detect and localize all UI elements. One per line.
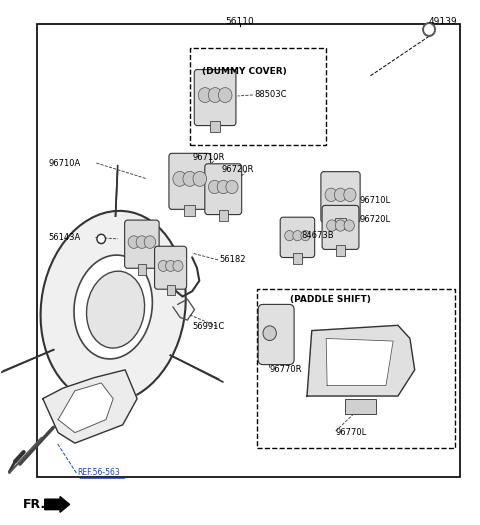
FancyArrow shape (45, 497, 70, 512)
Circle shape (128, 236, 140, 248)
Circle shape (344, 188, 356, 202)
Bar (336, 218, 346, 229)
Circle shape (335, 188, 347, 202)
Bar (36, 24, 460, 477)
Circle shape (98, 236, 104, 242)
Circle shape (198, 88, 212, 102)
Circle shape (208, 180, 221, 194)
Text: 96710L: 96710L (360, 196, 391, 205)
FancyBboxPatch shape (258, 304, 294, 364)
Polygon shape (326, 339, 393, 385)
FancyBboxPatch shape (205, 164, 241, 215)
Circle shape (158, 260, 168, 271)
Text: 56143A: 56143A (48, 233, 81, 242)
Text: 96770R: 96770R (270, 365, 302, 374)
Circle shape (136, 236, 148, 248)
Circle shape (193, 171, 206, 186)
Circle shape (263, 326, 276, 341)
Text: FR.: FR. (23, 498, 46, 511)
Bar (167, 285, 175, 296)
Circle shape (326, 220, 337, 231)
Bar (257, 289, 456, 448)
Circle shape (423, 23, 435, 36)
Circle shape (285, 230, 294, 241)
Bar (210, 121, 220, 132)
Circle shape (293, 230, 302, 241)
FancyBboxPatch shape (125, 220, 159, 268)
Ellipse shape (74, 255, 152, 359)
Text: 96720L: 96720L (360, 215, 391, 224)
Circle shape (325, 188, 337, 202)
Circle shape (208, 88, 222, 102)
Bar (336, 245, 345, 256)
FancyBboxPatch shape (280, 217, 315, 258)
FancyBboxPatch shape (322, 205, 359, 249)
Polygon shape (307, 326, 415, 396)
Text: 88503C: 88503C (254, 90, 287, 99)
Circle shape (425, 25, 433, 34)
Bar (293, 254, 302, 264)
FancyBboxPatch shape (321, 172, 360, 223)
Circle shape (336, 220, 346, 231)
Circle shape (217, 180, 229, 194)
Text: (PADDLE SHIFT): (PADDLE SHIFT) (290, 295, 372, 303)
Text: (DUMMY COVER): (DUMMY COVER) (203, 67, 287, 76)
Circle shape (173, 260, 183, 271)
Circle shape (218, 88, 232, 102)
Circle shape (144, 236, 156, 248)
Text: 96710R: 96710R (192, 153, 225, 162)
FancyBboxPatch shape (155, 246, 187, 289)
FancyBboxPatch shape (169, 153, 211, 209)
Circle shape (226, 180, 238, 194)
Bar (190, 48, 326, 145)
Text: 49139: 49139 (429, 17, 457, 26)
Circle shape (173, 171, 187, 186)
Text: REF.56-563: REF.56-563 (77, 468, 120, 478)
Text: 56110: 56110 (226, 17, 254, 26)
Text: 96770L: 96770L (336, 428, 367, 437)
Text: 96720R: 96720R (222, 165, 254, 174)
Text: 56182: 56182 (219, 255, 245, 265)
Circle shape (301, 230, 310, 241)
Bar (345, 398, 376, 414)
Ellipse shape (41, 211, 186, 403)
Bar (138, 264, 146, 275)
Bar (218, 211, 228, 221)
Ellipse shape (86, 271, 144, 348)
Text: 96710A: 96710A (48, 159, 81, 167)
Polygon shape (58, 383, 113, 433)
Circle shape (183, 171, 197, 186)
Circle shape (344, 220, 354, 231)
Text: 56991C: 56991C (192, 322, 224, 331)
Circle shape (97, 234, 106, 244)
Polygon shape (43, 370, 137, 443)
Bar (184, 205, 195, 216)
Circle shape (166, 260, 176, 271)
FancyBboxPatch shape (194, 69, 236, 125)
Text: 84673B: 84673B (301, 231, 334, 240)
